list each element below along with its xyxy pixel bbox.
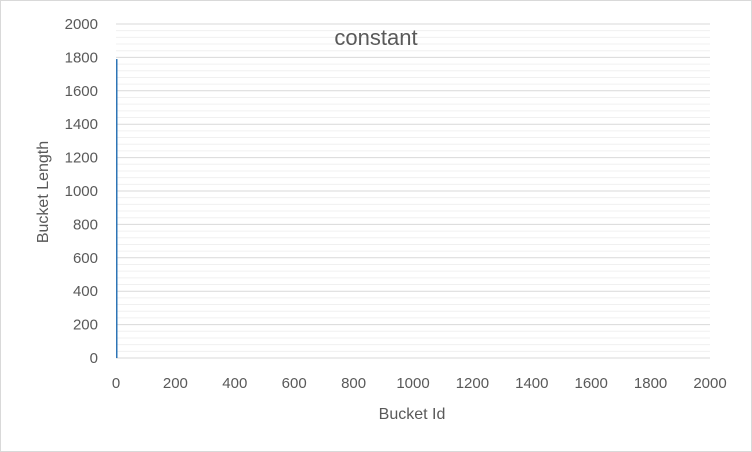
bar [116, 59, 118, 358]
x-tick-label: 1400 [515, 375, 548, 392]
x-tick-label: 0 [112, 375, 120, 392]
y-tick-label: 1200 [65, 150, 98, 167]
x-tick-label: 800 [341, 375, 366, 392]
y-tick-label: 200 [73, 317, 98, 334]
minor-gridlines [116, 30, 710, 352]
x-tick-label: 1000 [396, 375, 429, 392]
y-tick-label: 400 [73, 283, 98, 300]
chart-title: constant [334, 25, 417, 50]
y-tick-labels: 0 200 400 600 800 1000 1200 1400 1600 1800 2000 [65, 16, 98, 367]
x-tick-label: 600 [282, 375, 307, 392]
x-tick-label: 2000 [693, 375, 726, 392]
x-axis-title: Bucket Id [379, 406, 446, 423]
x-tick-label: 1800 [634, 375, 667, 392]
y-tick-label: 2000 [65, 16, 98, 33]
y-tick-label: 1600 [65, 83, 98, 100]
x-tick-labels: 0 200 400 600 800 1000 1200 1400 1600 1800 2000 [112, 375, 727, 392]
bars [116, 59, 118, 358]
y-tick-label: 800 [73, 216, 98, 233]
y-axis-title: Bucket Length [35, 141, 52, 243]
x-tick-label: 400 [222, 375, 247, 392]
y-tick-label: 1800 [65, 49, 98, 66]
x-tick-label: 200 [163, 375, 188, 392]
y-tick-label: 1000 [65, 183, 98, 200]
y-tick-label: 1400 [65, 116, 98, 133]
y-tick-label: 0 [90, 350, 98, 367]
x-tick-label: 1200 [456, 375, 489, 392]
x-tick-label: 1600 [575, 375, 608, 392]
y-tick-label: 600 [73, 250, 98, 267]
major-gridlines [116, 23, 710, 359]
